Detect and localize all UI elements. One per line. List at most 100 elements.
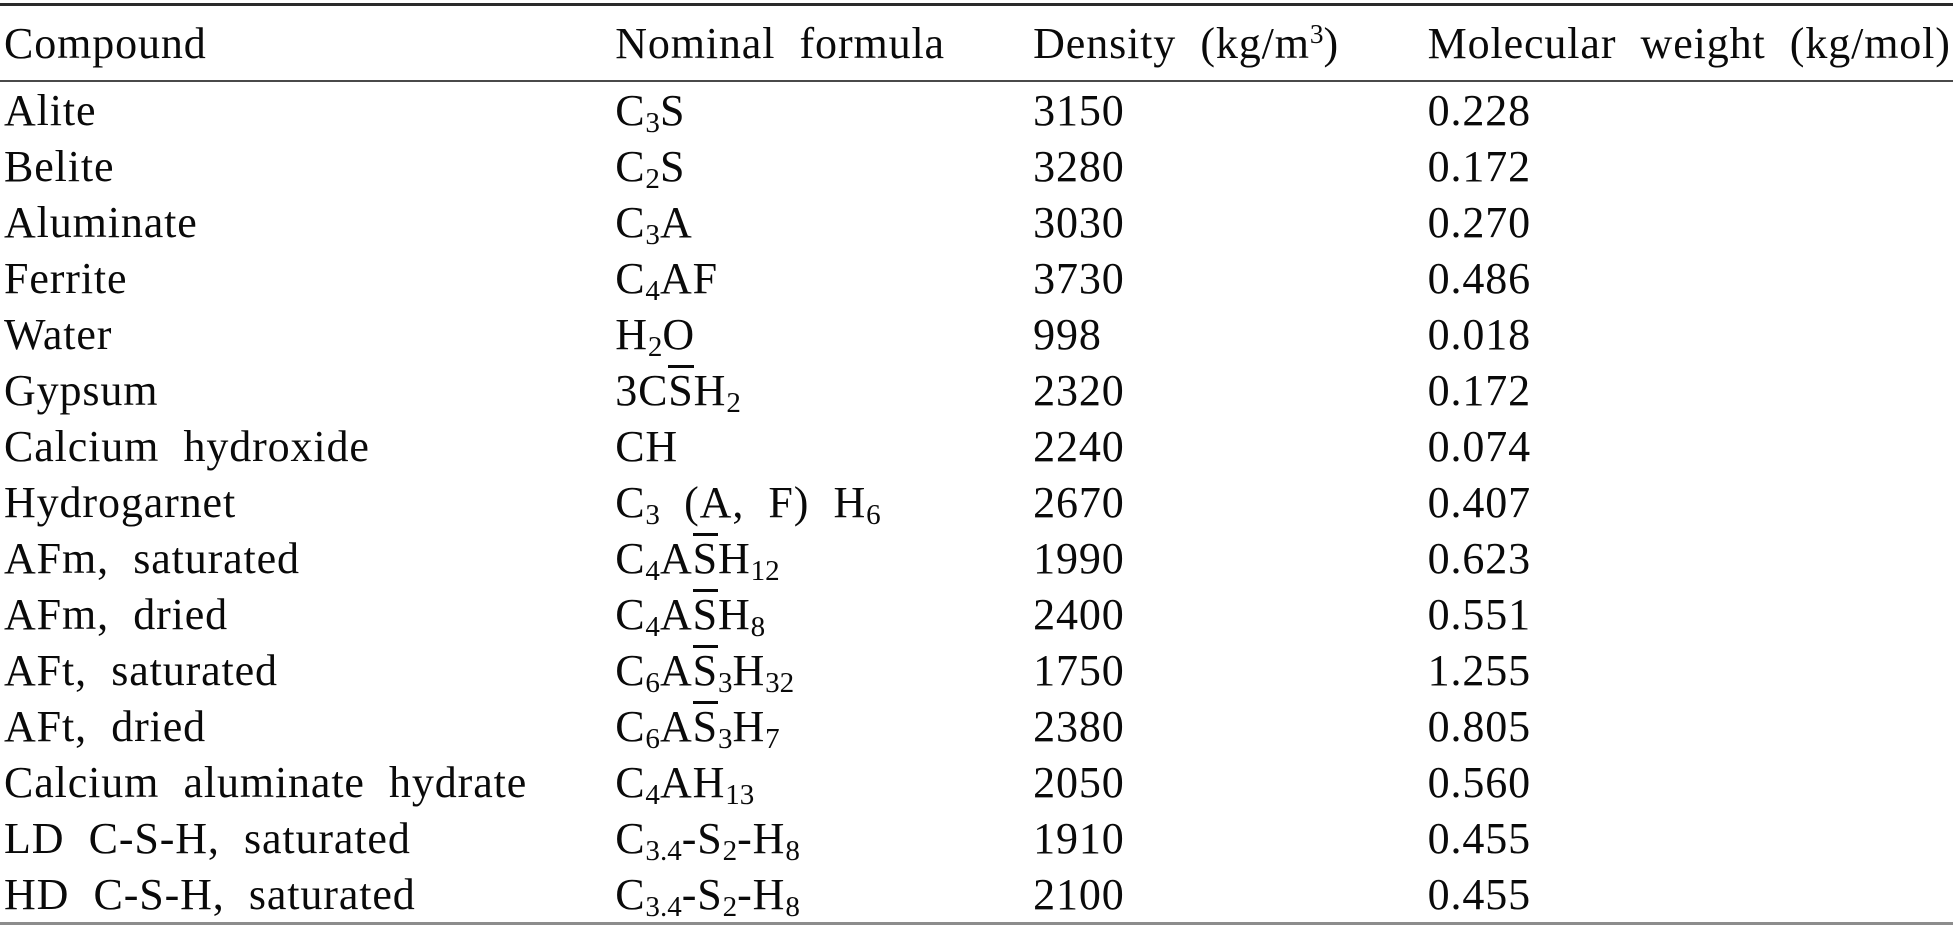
molecular-weight-cell: 0.551 <box>1427 589 1532 639</box>
compound-cell: LD C-S-H, saturated <box>4 813 411 863</box>
subscript: 2 <box>726 387 741 420</box>
table-row: AFt, dried C6AS3H7 2380 0.805 <box>0 698 1953 756</box>
density-cell: 2400 <box>1033 589 1125 639</box>
compound-cell: Belite <box>4 141 115 191</box>
density-cell: 1910 <box>1033 813 1125 863</box>
subscript: 8 <box>785 835 800 868</box>
column-header-nominal-formula: Nominal formula <box>615 4 1034 82</box>
overbar-element: S <box>692 700 718 751</box>
subscript: 2 <box>645 163 660 196</box>
compound-cell: Calcium aluminate hydrate <box>4 757 528 807</box>
density-cell: 3280 <box>1033 141 1125 191</box>
subscript: 8 <box>785 891 800 924</box>
density-cell: 2240 <box>1033 421 1125 471</box>
subscript: 6 <box>866 499 881 532</box>
overbar-element: S <box>692 532 718 583</box>
table-body: Alite C3S 3150 0.228 Belite C2S 3280 0.1… <box>0 81 1953 924</box>
subscript: 3 <box>717 723 733 756</box>
header-row: Compound Nominal formula Density (kg/m3)… <box>0 4 1953 82</box>
subscript: 6 <box>645 667 660 700</box>
formula-cell: C4AH13 <box>615 757 755 812</box>
table-row: Aluminate C3A 3030 0.270 <box>0 194 1953 252</box>
compound-cell: Ferrite <box>4 253 128 303</box>
molecular-weight-cell: 0.018 <box>1427 309 1532 359</box>
compound-properties-table: Compound Nominal formula Density (kg/m3)… <box>0 3 1953 925</box>
paper-table-page: Compound Nominal formula Density (kg/m3)… <box>0 3 1953 933</box>
molecular-weight-cell: 1.255 <box>1427 645 1532 695</box>
formula-cell: C6AS3H32 <box>615 644 795 700</box>
compound-cell: AFt, dried <box>4 701 206 751</box>
molecular-weight-cell: 0.270 <box>1427 197 1532 247</box>
molecular-weight-cell: 0.074 <box>1427 421 1532 471</box>
density-cell: 1990 <box>1033 533 1125 583</box>
molecular-weight-cell: 0.172 <box>1427 141 1532 191</box>
subscript: 12 <box>750 555 780 588</box>
molecular-weight-cell: 0.805 <box>1427 701 1532 751</box>
molecular-weight-cell: 0.228 <box>1427 85 1532 135</box>
formula-cell: C3A <box>615 197 693 252</box>
table-row: Calcium hydroxide CH 2240 0.074 <box>0 418 1953 474</box>
density-cell: 2050 <box>1033 757 1125 807</box>
overbar-element: S <box>692 644 718 695</box>
compound-cell: AFt, saturated <box>4 645 278 695</box>
compound-cell: Alite <box>4 85 97 135</box>
subscript: 3 <box>645 107 660 140</box>
subscript: 2 <box>647 331 663 364</box>
formula-cell: C4ASH12 <box>615 532 780 588</box>
subscript: 3 <box>645 219 660 252</box>
subscript: 3.4 <box>645 891 682 924</box>
subscript: 4 <box>645 611 660 644</box>
density-cell: 3730 <box>1033 253 1125 303</box>
table-row: Calcium aluminate hydrate C4AH13 2050 0.… <box>0 754 1953 812</box>
column-header-density: Density (kg/m3) <box>1033 4 1428 82</box>
formula-cell: C3 (A, F) H6 <box>615 477 881 532</box>
formula-cell: C3.4-S2-H8 <box>615 869 800 924</box>
formula-cell: C3.4-S2-H8 <box>615 813 800 868</box>
table-row: Belite C2S 3280 0.172 <box>0 138 1953 196</box>
overbar-element: S <box>692 588 718 639</box>
overbar-element: S <box>668 364 694 415</box>
molecular-weight-cell: 0.172 <box>1427 365 1532 415</box>
density-cell: 1750 <box>1033 645 1125 695</box>
density-cell: 2320 <box>1033 365 1125 415</box>
table-header: Compound Nominal formula Density (kg/m3)… <box>0 4 1953 82</box>
superscript: 3 <box>1309 18 1324 49</box>
molecular-weight-cell: 0.486 <box>1427 253 1532 303</box>
compound-cell: Calcium hydroxide <box>4 421 370 471</box>
density-cell: 2380 <box>1033 701 1125 751</box>
compound-cell: Water <box>4 309 113 359</box>
molecular-weight-cell: 0.455 <box>1427 869 1532 919</box>
formula-cell: C3S <box>615 85 686 140</box>
density-cell: 2100 <box>1033 869 1125 919</box>
subscript: 32 <box>765 667 795 700</box>
table-row: AFm, saturated C4ASH12 1990 0.623 <box>0 530 1953 588</box>
formula-cell: CH <box>615 421 679 471</box>
subscript: 4 <box>645 779 660 812</box>
column-header-compound: Compound <box>0 4 616 82</box>
table-row: Alite C3S 3150 0.228 <box>0 81 1953 140</box>
subscript: 2 <box>722 835 738 868</box>
table-row: Hydrogarnet C3 (A, F) H6 2670 0.407 <box>0 474 1953 532</box>
subscript: 7 <box>765 723 780 756</box>
formula-cell: C2S <box>615 141 686 196</box>
subscript: 3 <box>717 667 733 700</box>
molecular-weight-cell: 0.407 <box>1427 477 1532 527</box>
table-row: AFm, dried C4ASH8 2400 0.551 <box>0 586 1953 644</box>
formula-cell: H2O <box>615 309 696 364</box>
subscript: 6 <box>645 723 660 756</box>
density-cell: 998 <box>1033 309 1102 359</box>
table-row: Ferrite C4AF 3730 0.486 <box>0 250 1953 308</box>
molecular-weight-cell: 0.455 <box>1427 813 1532 863</box>
compound-cell: Hydrogarnet <box>4 477 237 527</box>
subscript: 3.4 <box>645 835 682 868</box>
table-row: HD C-S-H, saturated C3.4-S2-H8 2100 0.45… <box>0 866 1953 924</box>
density-cell: 3150 <box>1033 85 1125 135</box>
density-cell: 2670 <box>1033 477 1125 527</box>
density-cell: 3030 <box>1033 197 1125 247</box>
subscript: 2 <box>722 891 738 924</box>
table-row: Water H2O 998 0.018 <box>0 306 1953 364</box>
subscript: 3 <box>645 499 660 532</box>
compound-cell: AFm, saturated <box>4 533 300 583</box>
formula-cell: C6AS3H7 <box>615 700 780 756</box>
column-header-molecular-weight: Molecular weight (kg/mol) <box>1427 4 1953 82</box>
